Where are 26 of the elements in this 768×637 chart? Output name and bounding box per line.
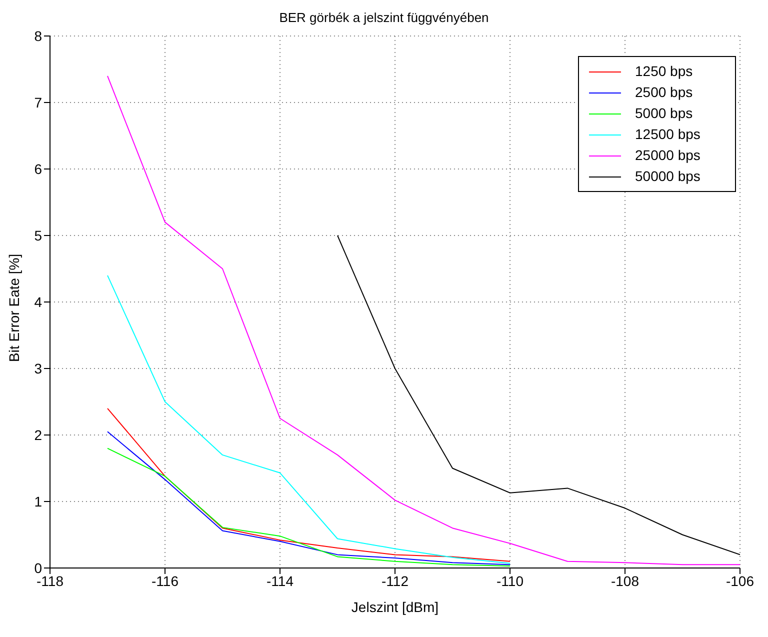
legend-label: 2500 bps [635,83,693,102]
x-tick-label: -116 [152,572,179,589]
x-tick-label: -106 [726,572,754,589]
legend-label: 25000 bps [635,146,700,165]
y-tick-label: 4 [34,294,42,310]
y-tick-label: 5 [34,227,42,244]
x-tick-label: -112 [382,572,409,589]
y-tick-label: 1 [34,493,42,510]
legend-label: 1250 bps [635,62,693,81]
line-series [337,235,740,556]
x-tick-label: -110 [496,572,524,589]
line-series [107,408,510,562]
line-series [107,274,510,564]
y-tick-label: 8 [34,28,42,44]
x-tick-label: -114 [266,572,294,589]
x-axis-title: Jelszint [dBm] [351,599,439,615]
legend-label: 5000 bps [635,104,693,123]
chart-title: BER görbék a jelszint függvényében [278,9,490,27]
legend-label: 12500 bps [635,125,700,144]
x-tick-label: -108 [610,572,640,589]
y-tick-label: 6 [34,160,42,177]
y-tick-label: 3 [34,360,42,376]
y-tick-label: 2 [34,426,42,443]
y-axis-title: Bit Error Eate [%] [6,254,22,362]
y-tick-label: 7 [34,94,42,110]
legend-label: 50000 bps [635,167,700,186]
